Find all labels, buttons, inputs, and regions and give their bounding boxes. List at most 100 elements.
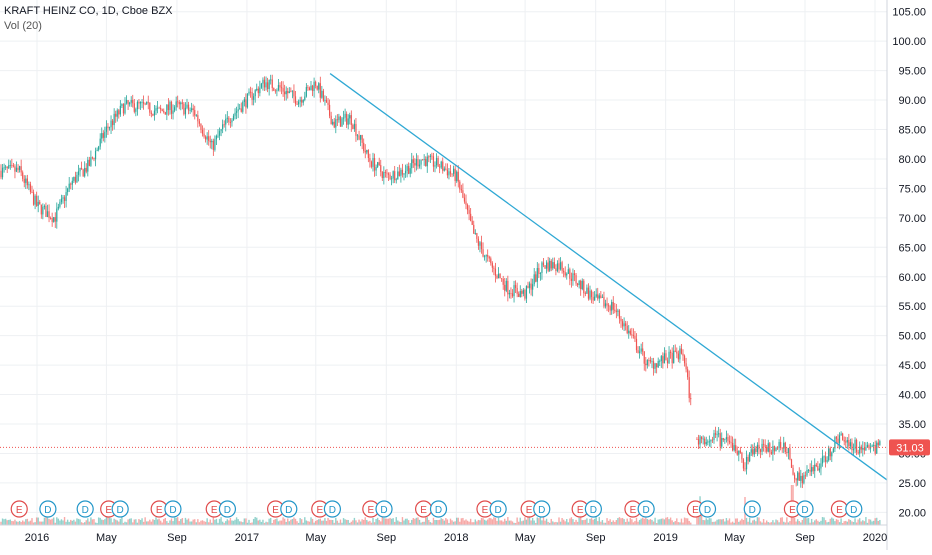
volume-bar [499,520,501,525]
volume-bar [304,517,306,525]
candle-body [149,102,151,113]
volume-indicator-label[interactable]: Vol (20) [4,20,42,32]
candle-body [635,338,638,351]
volume-bar [531,517,534,525]
volume-bar [225,521,227,525]
candle-body [404,171,407,174]
dividend-marker[interactable]: D [280,500,298,518]
candle-body [175,101,177,108]
event-label: E [482,505,489,516]
volume-bar [556,522,559,525]
dividend-marker[interactable]: D [164,500,182,518]
volume-bar [637,521,639,525]
candle-body [352,124,354,129]
candle-body [865,447,867,451]
candle-body [443,168,445,171]
earnings-marker[interactable]: E [10,500,28,518]
candle-body [257,88,259,94]
event-label: E [526,505,533,516]
candle-body [719,433,721,447]
candle-body [189,110,191,112]
candle-body [409,168,411,174]
dividend-marker[interactable]: D [637,500,655,518]
dividend-marker[interactable]: D [796,500,814,518]
volume-bar [197,519,199,525]
candle-body [573,273,576,276]
volume-bar [648,519,650,525]
volume-bar [615,520,618,525]
time-tick-label: Sep [795,532,815,544]
volume-bar [524,517,526,525]
dividend-marker[interactable]: D [375,500,393,518]
volume-bar [804,517,807,525]
time-axis[interactable]: 2016 May Sep 2017 May Sep 2018 May Sep 2019 May Sep… [25,532,887,544]
time-tick-label: May [724,532,745,544]
candle-body [629,330,631,335]
volume-bar [685,518,687,525]
dividend-marker[interactable]: D [533,500,551,518]
dividend-marker[interactable]: D [489,500,507,518]
candle-body [366,150,368,153]
candle-body [812,467,814,472]
dividend-marker[interactable]: D [584,500,602,518]
dividend-marker[interactable]: D [111,500,129,518]
earnings-marker[interactable]: E [830,500,849,518]
volume-bar [282,517,284,525]
volume-bar [607,520,610,525]
volume-bar [521,521,523,525]
dividend-marker[interactable]: D [743,500,761,518]
candle-body [674,350,676,352]
dividend-marker[interactable]: D [39,500,57,518]
candle-body [71,180,73,185]
volume-bar [42,521,44,525]
volume-bar [394,521,396,525]
candle-body [74,176,76,183]
earnings-marker[interactable]: E [150,500,168,518]
volume-bar [457,517,459,525]
volume-bar [237,519,239,525]
dividend-marker[interactable]: D [323,500,341,518]
earnings-marker[interactable]: E [686,500,705,518]
volume-bar [793,517,796,525]
candle-body [226,117,228,119]
volume-bar [29,520,32,525]
volume-bar [700,510,703,525]
volume-bar [446,519,449,525]
volume-bar [852,521,855,525]
volume-bar [392,518,394,525]
candle-body [555,268,557,272]
volume-bar [71,520,73,525]
volume-bar [26,518,29,525]
earnings-marker[interactable]: E [205,500,223,518]
volume-bar [256,517,258,525]
dividend-marker[interactable]: D [845,500,863,518]
volume-bar [167,522,170,525]
volume-bar [299,518,301,525]
dividend-marker[interactable]: D [698,500,717,518]
volume-bar [783,521,785,525]
volume-bar [194,519,196,525]
symbol-title[interactable]: KRAFT HEINZ CO, 1D, Cboe BZX [4,5,173,17]
dividend-marker[interactable]: D [429,500,448,518]
candle-body [218,131,221,136]
candle-body [0,170,2,178]
earnings-marker[interactable]: E [267,500,285,518]
candle-body [515,285,517,288]
volume-bar [823,517,825,525]
dividend-marker[interactable]: D [218,500,237,518]
volume-bar [200,520,202,525]
volume-bar [215,518,218,525]
volume-bar [505,520,507,525]
volume-bar [318,519,320,525]
candle-body [387,173,390,175]
trendline[interactable] [329,73,888,481]
dividend-marker[interactable]: D [76,500,94,518]
price-axis[interactable]: 105.00 100.00 95.00 90.00 85.00 80.00 75.00 70.… [892,7,926,520]
volume-bar [841,522,844,525]
volume-bar [542,517,545,525]
volume-bar [355,520,357,525]
volume-bar [758,517,760,525]
volume-bar [263,522,266,525]
earnings-marker[interactable]: E [414,500,433,518]
